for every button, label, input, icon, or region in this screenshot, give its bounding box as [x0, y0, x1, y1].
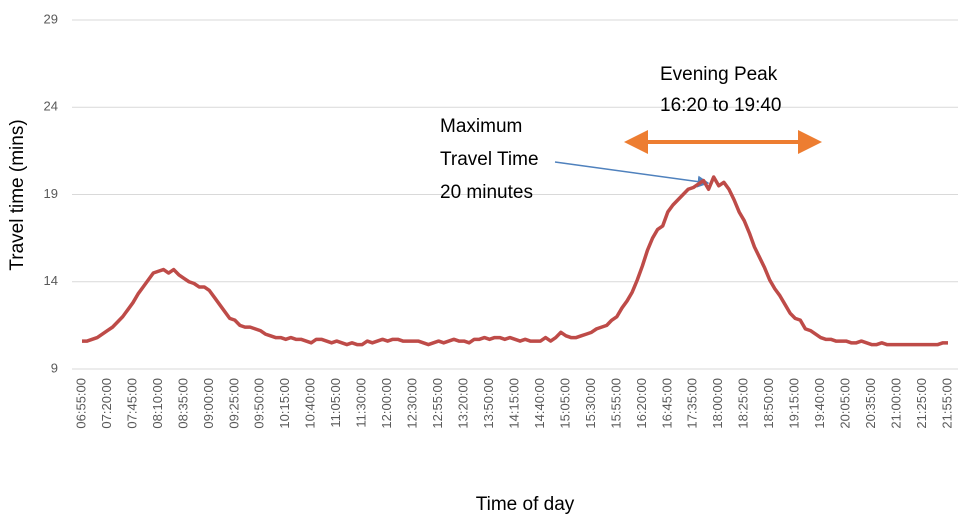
- x-tick-label: 11:05:00: [328, 378, 343, 428]
- travel-time-line: [82, 175, 948, 347]
- annotation-text: 16:20 to 19:40: [660, 95, 782, 116]
- x-tick-label: 09:50:00: [252, 378, 267, 429]
- x-tick-label: 10:40:00: [303, 378, 318, 429]
- x-tick-label: 12:30:00: [405, 378, 420, 429]
- x-tick-label: 08:10:00: [150, 378, 165, 429]
- x-tick-label: 14:15:00: [506, 378, 521, 429]
- x-tick-label: 20:05:00: [838, 378, 853, 429]
- x-tick-label: 18:25:00: [736, 378, 751, 429]
- x-tick-label: 06:55:00: [73, 378, 88, 429]
- x-tick-label: 15:30:00: [583, 378, 598, 429]
- x-tick-label: 19:15:00: [787, 378, 802, 429]
- x-tick-label: 19:40:00: [812, 378, 827, 429]
- x-tick-label: 13:50:00: [481, 378, 496, 429]
- x-tick-label: 12:55:00: [430, 378, 445, 429]
- x-tick-label: 12:00:00: [379, 378, 394, 429]
- y-tick-label: 19: [44, 186, 58, 201]
- x-axis-title: Time of day: [476, 494, 575, 515]
- x-tick-label: 14:40:00: [532, 378, 547, 429]
- y-tick-label: 29: [44, 11, 58, 26]
- y-tick-label: 14: [44, 273, 58, 288]
- x-tick-label: 15:55:00: [608, 378, 623, 429]
- x-tick-label: 18:50:00: [761, 378, 776, 429]
- x-tick-label: 13:20:00: [455, 378, 470, 429]
- annotation-text: Maximum: [440, 116, 522, 137]
- y-tick-label: 24: [44, 99, 58, 114]
- x-tick-label: 09:00:00: [201, 378, 216, 429]
- x-tick-label: 16:45:00: [659, 378, 674, 429]
- annotation-text: Evening Peak: [660, 64, 778, 85]
- x-tick-label: 18:00:00: [710, 378, 725, 429]
- y-axis-title: Travel time (mins): [7, 119, 28, 270]
- x-tick-label: 16:20:00: [634, 378, 649, 429]
- x-tick-label: 11:30:00: [354, 378, 369, 428]
- x-tick-label: 07:20:00: [99, 378, 114, 429]
- annotation-text: Travel Time: [440, 149, 539, 170]
- x-tick-label: 08:35:00: [175, 378, 190, 429]
- x-tick-label: 17:35:00: [685, 378, 700, 429]
- x-tick-label: 21:25:00: [914, 378, 929, 429]
- max-arrow: [554, 161, 710, 188]
- x-tick-label: 10:15:00: [277, 378, 292, 429]
- x-tick-label: 07:45:00: [124, 378, 139, 429]
- x-tick-label: 20:35:00: [863, 378, 878, 429]
- x-tick-label: 15:05:00: [557, 378, 572, 429]
- x-tick-label: 21:00:00: [888, 378, 903, 429]
- x-tick-label: 09:25:00: [226, 378, 241, 429]
- x-tick-label: 21:55:00: [939, 378, 954, 429]
- y-tick-label: 9: [51, 360, 58, 375]
- annotation-text: 20 minutes: [440, 182, 533, 203]
